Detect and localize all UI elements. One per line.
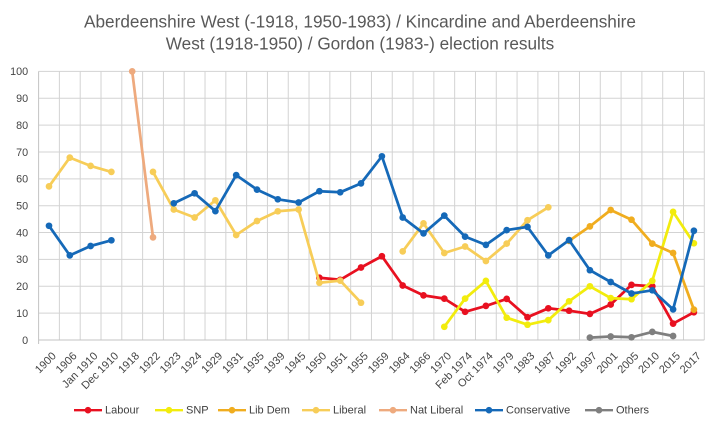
svg-text:West (1918-1950) / Gordon (198: West (1918-1950) / Gordon (1983-) electi… bbox=[166, 33, 555, 53]
svg-text:Aberdeenshire West (-1918, 195: Aberdeenshire West (-1918, 1950-1983) / … bbox=[84, 12, 636, 32]
svg-text:10: 10 bbox=[16, 308, 28, 320]
svg-text:Conservative: Conservative bbox=[506, 405, 570, 417]
svg-text:Others: Others bbox=[616, 405, 650, 417]
svg-text:90: 90 bbox=[16, 93, 28, 105]
svg-text:Liberal: Liberal bbox=[333, 405, 366, 417]
svg-text:100: 100 bbox=[10, 66, 28, 78]
svg-text:0: 0 bbox=[22, 335, 28, 347]
svg-text:60: 60 bbox=[16, 174, 28, 186]
svg-text:40: 40 bbox=[16, 227, 28, 239]
svg-text:70: 70 bbox=[16, 147, 28, 159]
svg-text:Lib Dem: Lib Dem bbox=[249, 405, 290, 417]
svg-text:Labour: Labour bbox=[105, 405, 140, 417]
svg-text:SNP: SNP bbox=[186, 405, 209, 417]
svg-text:30: 30 bbox=[16, 254, 28, 266]
svg-text:80: 80 bbox=[16, 120, 28, 132]
svg-text:Nat Liberal: Nat Liberal bbox=[410, 405, 463, 417]
svg-text:50: 50 bbox=[16, 201, 28, 213]
svg-text:20: 20 bbox=[16, 281, 28, 293]
